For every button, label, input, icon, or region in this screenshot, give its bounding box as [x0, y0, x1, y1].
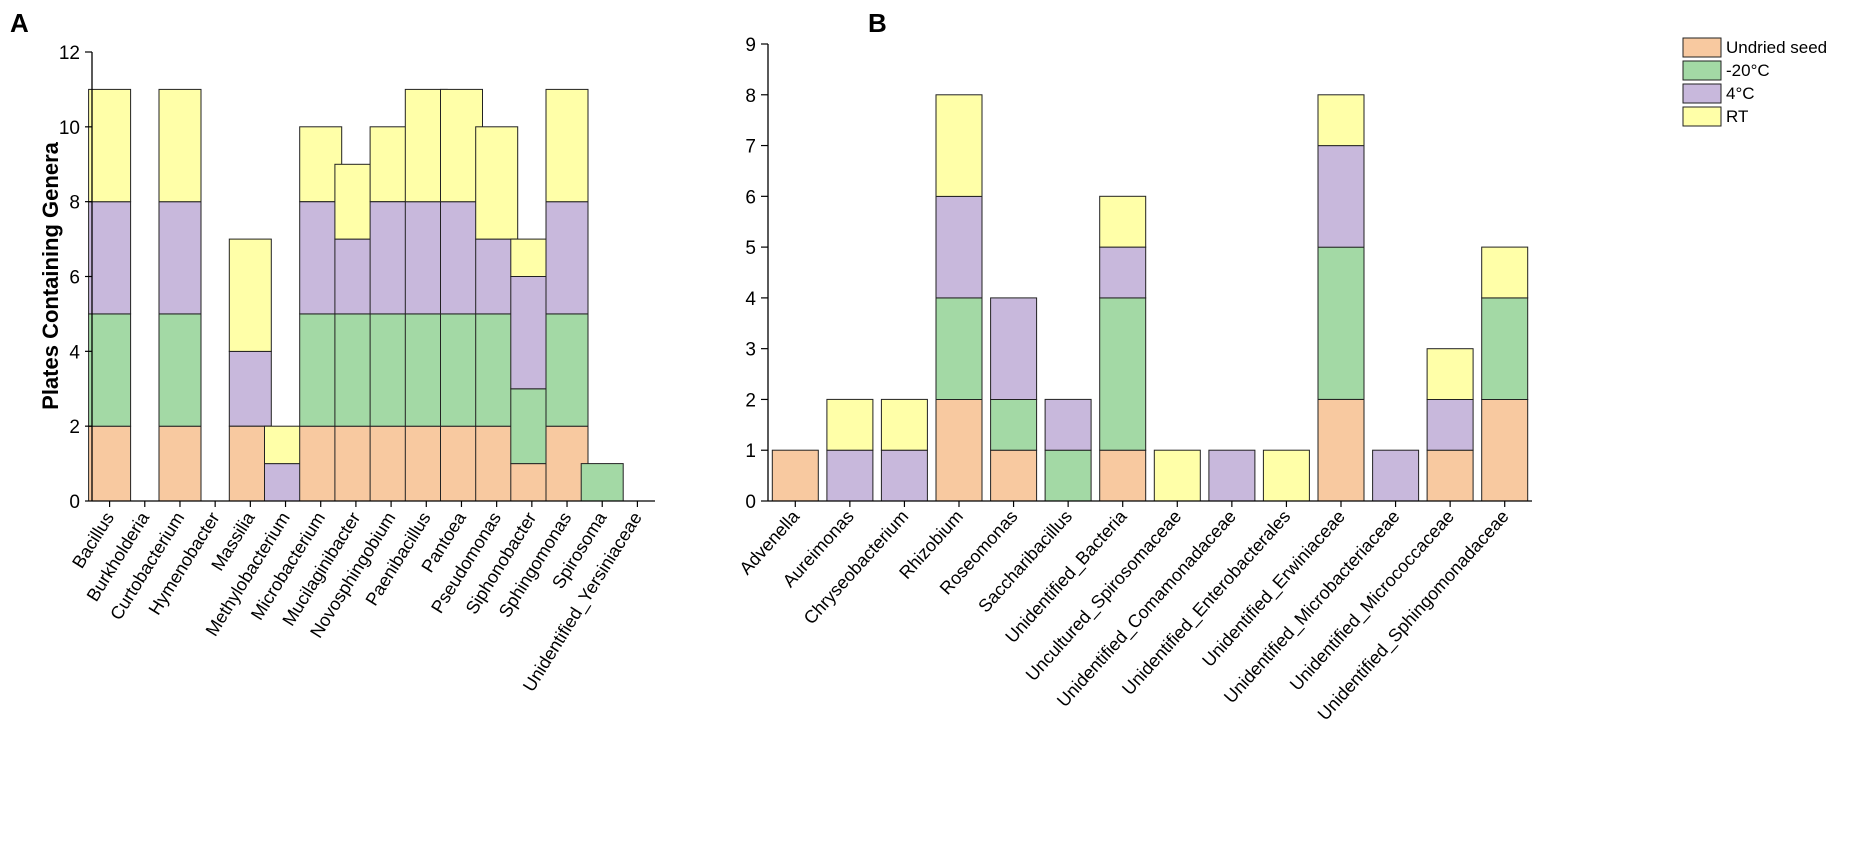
panel-b-y-tick-label: 2 [745, 390, 756, 411]
panel-a-bar-Massilia-series-3 [228, 238, 272, 352]
panel-b-bar-Aureimonas-series-2 [826, 449, 874, 502]
panel-a-chart: 024681012BacillusBurkholderiaCurtobacter… [59, 43, 655, 696]
panel-b-bar-Advenella-series-0 [771, 449, 819, 502]
panel-b-bar-Unidentified_Micrococcaceae-series-3 [1426, 348, 1474, 401]
panel-b-bar-Unidentified_Microbacteriaceae-series-2 [1372, 449, 1420, 502]
panel-b-bar-Unidentified_Sphingomonadaceae-series-3 [1481, 246, 1529, 299]
panel-b-bar-Unidentified_Comamonadaceae-series-2 [1208, 449, 1256, 502]
panel-b-bar-Roseomonas-series-1 [990, 398, 1038, 451]
panel-b-bar-Chryseobacterium-series-2 [880, 449, 928, 502]
panel-b-y-tick-label: 6 [745, 187, 756, 208]
panel-b-bar-Rhizobium-series-3 [935, 94, 983, 197]
legend-swatch [1682, 106, 1722, 127]
panel-b-bar-Unidentified_Erwiniaceae-series-0 [1317, 398, 1365, 502]
panel-a-bar-Spirosoma-series-1 [580, 463, 624, 502]
legend-label: -20°C [1726, 61, 1770, 80]
panel-a-bar-Bacillus-series-0 [88, 425, 132, 502]
legend-label: 4°C [1726, 84, 1755, 103]
panel-b-y-tick-label: 9 [745, 35, 756, 56]
panel-a-y-tick-label: 0 [69, 492, 80, 513]
panel-b-legend: Undried seed -20°C 4°C RT [1682, 37, 1827, 127]
panel-b-bar-Unidentified_Bacteria-series-1 [1099, 297, 1147, 451]
panel-a-y-tick-label: 8 [69, 193, 80, 214]
panel-a-y-tick-label: 12 [59, 43, 80, 64]
panel-b-category-label: Saccharibacillus [974, 506, 1076, 616]
panel-b-bar-Unidentified_Bacteria-series-3 [1099, 195, 1147, 248]
panel-b-chart: 0123456789AdvenellaAureimonasChryseobact… [736, 35, 1532, 725]
panel-a-bar-Bacillus-series-3 [88, 88, 132, 203]
panel-b-bar-Unidentified_Sphingomonadaceae-series-0 [1481, 398, 1529, 502]
panel-a-bar-Sphingomonas-series-1 [545, 313, 589, 427]
panel-b-bar-Unidentified_Erwiniaceae-series-3 [1317, 94, 1365, 147]
panel-a-bar-Bacillus-series-1 [88, 313, 132, 427]
panel-a-bar-Curtobacterium-series-0 [158, 425, 202, 502]
legend-label: RT [1726, 107, 1748, 126]
panel-a-bar-Sphingomonas-series-3 [545, 88, 589, 203]
legend-label: Undried seed [1726, 38, 1827, 57]
panel-b-bar-Unidentified_Micrococcaceae-series-2 [1426, 398, 1474, 451]
panel-b-bar-Unidentified_Micrococcaceae-series-0 [1426, 449, 1474, 502]
panel-b-bar-Unidentified_Bacteria-series-0 [1099, 449, 1147, 502]
panel-b-y-tick-label: 7 [745, 137, 756, 158]
panel-b-bar-Unidentified_Erwiniaceae-series-1 [1317, 246, 1365, 400]
legend-swatch [1682, 83, 1722, 104]
panel-b-y-tick-label: 0 [745, 492, 756, 513]
panel-a-y-tick-label: 2 [69, 417, 80, 438]
panel-a-y-axis-label: Plates Containing Genera [38, 141, 63, 409]
panel-b-bar-Unidentified_Sphingomonadaceae-series-1 [1481, 297, 1529, 400]
panel-b-bar-Saccharibacillus-series-1 [1044, 449, 1092, 502]
panel-b-bar-Rhizobium-series-2 [935, 195, 983, 299]
panel-a-bar-Bacillus-series-2 [88, 201, 132, 315]
panel-a-bar-Curtobacterium-series-1 [158, 313, 202, 427]
panel-a-bar-Sphingomonas-series-2 [545, 201, 589, 315]
panel-b-y-tick-label: 8 [745, 86, 756, 107]
panel-b-bar-Roseomonas-series-0 [990, 449, 1038, 502]
panel-b-bar-Uncultured_Spirosomaceae-series-3 [1153, 449, 1201, 502]
panel-a-y-tick-label: 6 [69, 268, 80, 289]
panel-a-bar-Massilia-series-2 [228, 350, 272, 427]
panel-b-y-tick-label: 1 [745, 441, 756, 462]
panel-a-bar-Curtobacterium-series-2 [158, 201, 202, 315]
panel-b-bar-Rhizobium-series-0 [935, 398, 983, 502]
panel-a-y-tick-label: 4 [69, 342, 80, 363]
panel-b-y-tick-label: 3 [745, 340, 756, 361]
panel-b-bar-Roseomonas-series-2 [990, 297, 1038, 400]
panel-b-bar-Rhizobium-series-1 [935, 297, 983, 400]
panel-a-bar-Curtobacterium-series-3 [158, 88, 202, 203]
panel-a-letter: A [10, 8, 29, 38]
panel-b-y-tick-label: 5 [745, 238, 756, 259]
legend-swatch [1682, 60, 1722, 81]
panel-b-bar-Unidentified_Bacteria-series-2 [1099, 246, 1147, 299]
panel-b-letter: B [868, 8, 887, 38]
panel-a-bar-Pseudomonas-series-3 [475, 126, 519, 240]
panel-a-y-tick-label: 10 [59, 118, 80, 139]
panel-b-category-label: Chryseobacterium [800, 506, 913, 628]
legend-swatch [1682, 37, 1722, 58]
panel-b-y-tick-label: 4 [745, 289, 756, 310]
panel-b-bar-Unidentified_Enterobacterales-series-3 [1262, 449, 1310, 502]
panel-b-bar-Aureimonas-series-3 [826, 398, 874, 451]
panel-b-bar-Unidentified_Erwiniaceae-series-2 [1317, 145, 1365, 248]
panel-b-bar-Saccharibacillus-series-2 [1044, 398, 1092, 451]
panel-b-bar-Chryseobacterium-series-3 [880, 398, 928, 451]
